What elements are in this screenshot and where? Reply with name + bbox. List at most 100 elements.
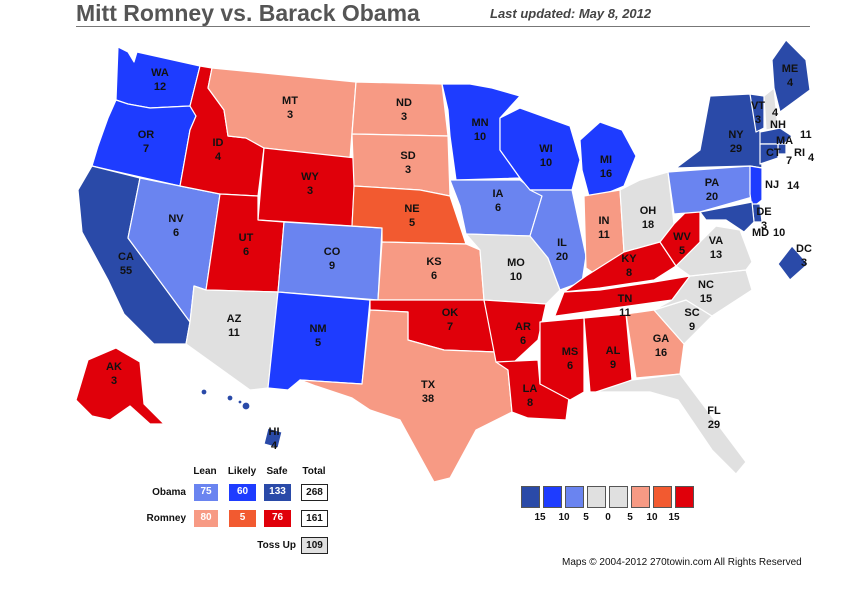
state-abbr-hi: HI <box>269 426 280 438</box>
state-abbr-il: IL <box>557 237 567 249</box>
state-ev-nm: 5 <box>315 337 321 349</box>
state-ev-mn: 10 <box>474 131 486 143</box>
state-abbr-ky: KY <box>621 253 637 265</box>
state-la[interactable] <box>495 359 571 421</box>
legend-swatch-safe-rep <box>675 486 694 508</box>
state-abbr-ar: AR <box>515 321 531 333</box>
state-abbr-mt: MT <box>282 95 298 107</box>
state-abbr-mn: MN <box>471 117 488 129</box>
legend-tick: 5 <box>627 512 633 523</box>
state-abbr-ms: MS <box>562 346 579 358</box>
last-updated-date: Last updated: May 8, 2012 <box>490 6 652 21</box>
state-abbr-az: AZ <box>227 313 242 325</box>
state-fl[interactable] <box>595 373 747 475</box>
state-pa[interactable] <box>667 165 757 215</box>
state-ev-wa: 12 <box>154 81 166 93</box>
header-lean: Lean <box>193 466 217 477</box>
state-ms[interactable] <box>539 317 585 401</box>
legend-tick: 0 <box>605 512 611 523</box>
state-ct[interactable] <box>759 143 779 165</box>
legend-swatch-tossup-a <box>587 486 606 508</box>
state-ma[interactable] <box>759 127 793 145</box>
state-me[interactable] <box>771 39 811 113</box>
state-ev-wy: 3 <box>307 185 313 197</box>
state-ev-az: 11 <box>228 327 240 339</box>
state-ev-ks: 6 <box>431 270 437 282</box>
state-abbr-co: CO <box>324 246 341 258</box>
state-vt[interactable] <box>749 93 765 133</box>
legend-tick: 15 <box>534 512 546 523</box>
state-hi-molokai[interactable] <box>237 399 243 405</box>
state-tn[interactable] <box>553 275 691 319</box>
state-abbr-ia: IA <box>493 188 504 200</box>
romney-row-label: Romney <box>146 513 186 524</box>
state-hi-big-island[interactable] <box>263 427 283 449</box>
state-ev-md: 10 <box>773 227 785 239</box>
state-ev-ky: 8 <box>626 267 632 279</box>
state-abbr-ca: CA <box>118 251 134 263</box>
state-ev-or: 7 <box>143 143 149 155</box>
tossup-row-label: Toss Up <box>257 540 296 551</box>
state-abbr-ks: KS <box>426 256 441 268</box>
state-il[interactable] <box>529 189 587 291</box>
obama-lean: 75 <box>194 484 218 501</box>
state-abbr-nh: NH <box>770 119 786 131</box>
state-ev-ma: 11 <box>800 129 812 141</box>
state-ny[interactable] <box>675 93 763 169</box>
state-abbr-oh: OH <box>640 205 657 217</box>
header-total: Total <box>302 466 326 477</box>
state-ev-nv: 6 <box>173 227 179 239</box>
state-ev-nh: 4 <box>772 107 779 119</box>
tossup-total: 109 <box>301 537 328 554</box>
state-ev-mi: 16 <box>600 168 612 180</box>
state-md[interactable] <box>699 201 755 233</box>
state-ev-tn: 11 <box>619 307 631 319</box>
state-ev-me: 4 <box>787 77 794 89</box>
state-ev-in: 11 <box>598 229 610 241</box>
state-abbr-nj: NJ <box>765 179 779 191</box>
state-nd[interactable] <box>351 81 449 137</box>
state-abbr-ne: NE <box>404 203 419 215</box>
state-hi-oahu[interactable] <box>226 394 234 402</box>
state-abbr-al: AL <box>606 345 621 357</box>
state-ev-sd: 3 <box>405 164 411 176</box>
state-ev-co: 9 <box>329 260 335 272</box>
state-labels: WA12OR7CA55NV6ID4MT3WY3UT6AZ11CO9NM5ND3S… <box>106 63 815 452</box>
state-ev-ri: 4 <box>808 152 815 164</box>
state-abbr-in: IN <box>599 215 610 227</box>
state-ev-al: 9 <box>610 359 616 371</box>
state-dc[interactable] <box>777 245 809 281</box>
state-ev-ne: 5 <box>409 217 415 229</box>
legend-swatch-lean-rep <box>631 486 650 508</box>
state-abbr-sc: SC <box>684 307 699 319</box>
state-ev-nc: 15 <box>700 293 712 305</box>
state-abbr-nd: ND <box>396 97 412 109</box>
state-ar[interactable] <box>483 299 547 365</box>
state-abbr-wi: WI <box>539 143 552 155</box>
state-ev-ut: 6 <box>243 246 249 258</box>
state-ga[interactable] <box>625 309 685 379</box>
title-divider <box>76 26 810 27</box>
state-ev-ga: 16 <box>655 347 667 359</box>
state-ev-de: 3 <box>761 220 767 232</box>
state-mi[interactable] <box>579 121 637 201</box>
state-ev-ar: 6 <box>520 335 526 347</box>
state-ev-mt: 3 <box>287 109 293 121</box>
obama-likely: 60 <box>229 484 256 501</box>
romney-total: 161 <box>301 510 328 527</box>
state-ev-ct: 7 <box>786 155 792 167</box>
state-hi-group <box>200 388 283 449</box>
state-ev-ok: 7 <box>447 321 453 333</box>
header-likely: Likely <box>227 466 257 477</box>
state-va[interactable] <box>675 225 753 277</box>
state-abbr-me: ME <box>782 63 799 75</box>
state-ak[interactable] <box>75 347 165 425</box>
state-ev-mo: 10 <box>510 271 522 283</box>
state-hi-maui[interactable] <box>241 401 251 411</box>
state-hi-kauai[interactable] <box>200 388 208 396</box>
state-abbr-mi: MI <box>600 154 612 166</box>
state-ev-nd: 3 <box>401 111 407 123</box>
state-abbr-sd: SD <box>400 150 415 162</box>
state-tx[interactable] <box>299 309 513 483</box>
